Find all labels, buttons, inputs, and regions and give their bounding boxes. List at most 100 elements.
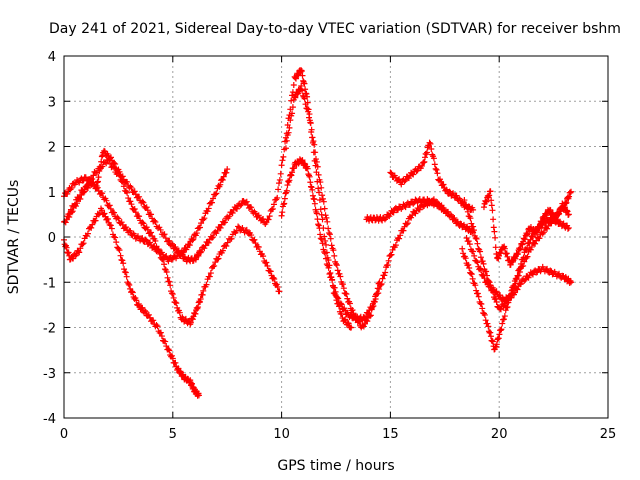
data-point [177,252,184,259]
data-point [508,294,515,301]
data-point [381,272,388,279]
data-point [469,275,476,282]
data-point [309,186,316,193]
data-point [303,90,310,97]
data-point [371,298,378,305]
data-point [387,252,394,259]
data-point [92,217,99,224]
data-point [310,138,317,145]
data-point [497,306,504,313]
data-point [195,392,202,399]
data-point [474,290,481,297]
x-tick-label: 25 [600,427,617,442]
y-tick-label: -1 [43,276,56,291]
data-point [356,318,363,325]
data-point [117,252,124,259]
data-point [168,240,175,247]
data-point [321,233,328,240]
data-point [477,267,484,274]
data-point [319,195,326,202]
data-point [346,300,353,307]
data-point [536,224,543,231]
data-point [211,262,218,269]
data-point [314,163,321,170]
data-point [532,240,539,247]
data-point [151,243,158,250]
data-point [233,205,240,212]
data-point [368,306,375,313]
data-point [176,309,183,316]
data-point [519,241,526,248]
data-point [313,210,320,217]
data-point [564,225,571,232]
data-point [173,300,180,307]
data-point [383,215,390,222]
data-point [543,212,550,219]
data-point [306,117,313,124]
y-tick-label: 2 [48,141,56,156]
y-tick-label: 3 [48,95,56,110]
data-point [289,92,296,99]
data-point [112,234,119,241]
data-point [318,236,325,243]
data-point [220,173,227,180]
data-point [565,224,572,231]
data-point [443,186,450,193]
data-point [285,178,292,185]
data-point [307,179,314,186]
data-point [414,167,421,174]
data-point [513,250,520,257]
data-point [286,177,293,184]
data-point [80,188,87,195]
data-point [308,126,315,133]
data-point [98,207,105,214]
data-point [307,120,314,127]
data-point [465,238,472,245]
data-point [290,81,297,88]
data-point [166,237,173,244]
data-point [84,185,91,192]
data-point [279,157,286,164]
data-point [219,247,226,254]
data-point [168,290,175,297]
data-point [466,264,473,271]
data-point [283,137,290,144]
data-point [104,216,111,223]
data-point [208,234,215,241]
data-point [529,271,536,278]
data-point [376,279,383,286]
data-point [165,258,172,265]
data-point [197,296,204,303]
data-point [201,245,208,252]
data-point [328,274,335,281]
data-point [497,327,504,334]
data-point [309,134,316,141]
data-point [384,261,391,268]
data-point [472,282,479,289]
data-point [472,235,479,242]
data-point [299,157,306,164]
data-point [481,311,488,318]
data-point [453,192,460,199]
data-point [305,108,312,115]
data-point [446,188,453,195]
data-point [65,249,72,256]
data-point [111,164,118,171]
data-point [200,287,207,294]
data-point [278,162,285,169]
data-point [163,343,170,350]
data-point [326,231,333,238]
data-point [401,178,408,185]
data-point [189,316,196,323]
data-point [189,237,196,244]
data-point [111,209,118,216]
data-point [456,195,463,202]
data-point [495,255,502,262]
data-point [166,347,173,354]
data-point [544,225,551,232]
data-point [480,260,487,267]
data-point [162,338,169,345]
data-point [127,198,134,205]
data-point [471,252,478,259]
data-point [388,170,395,177]
